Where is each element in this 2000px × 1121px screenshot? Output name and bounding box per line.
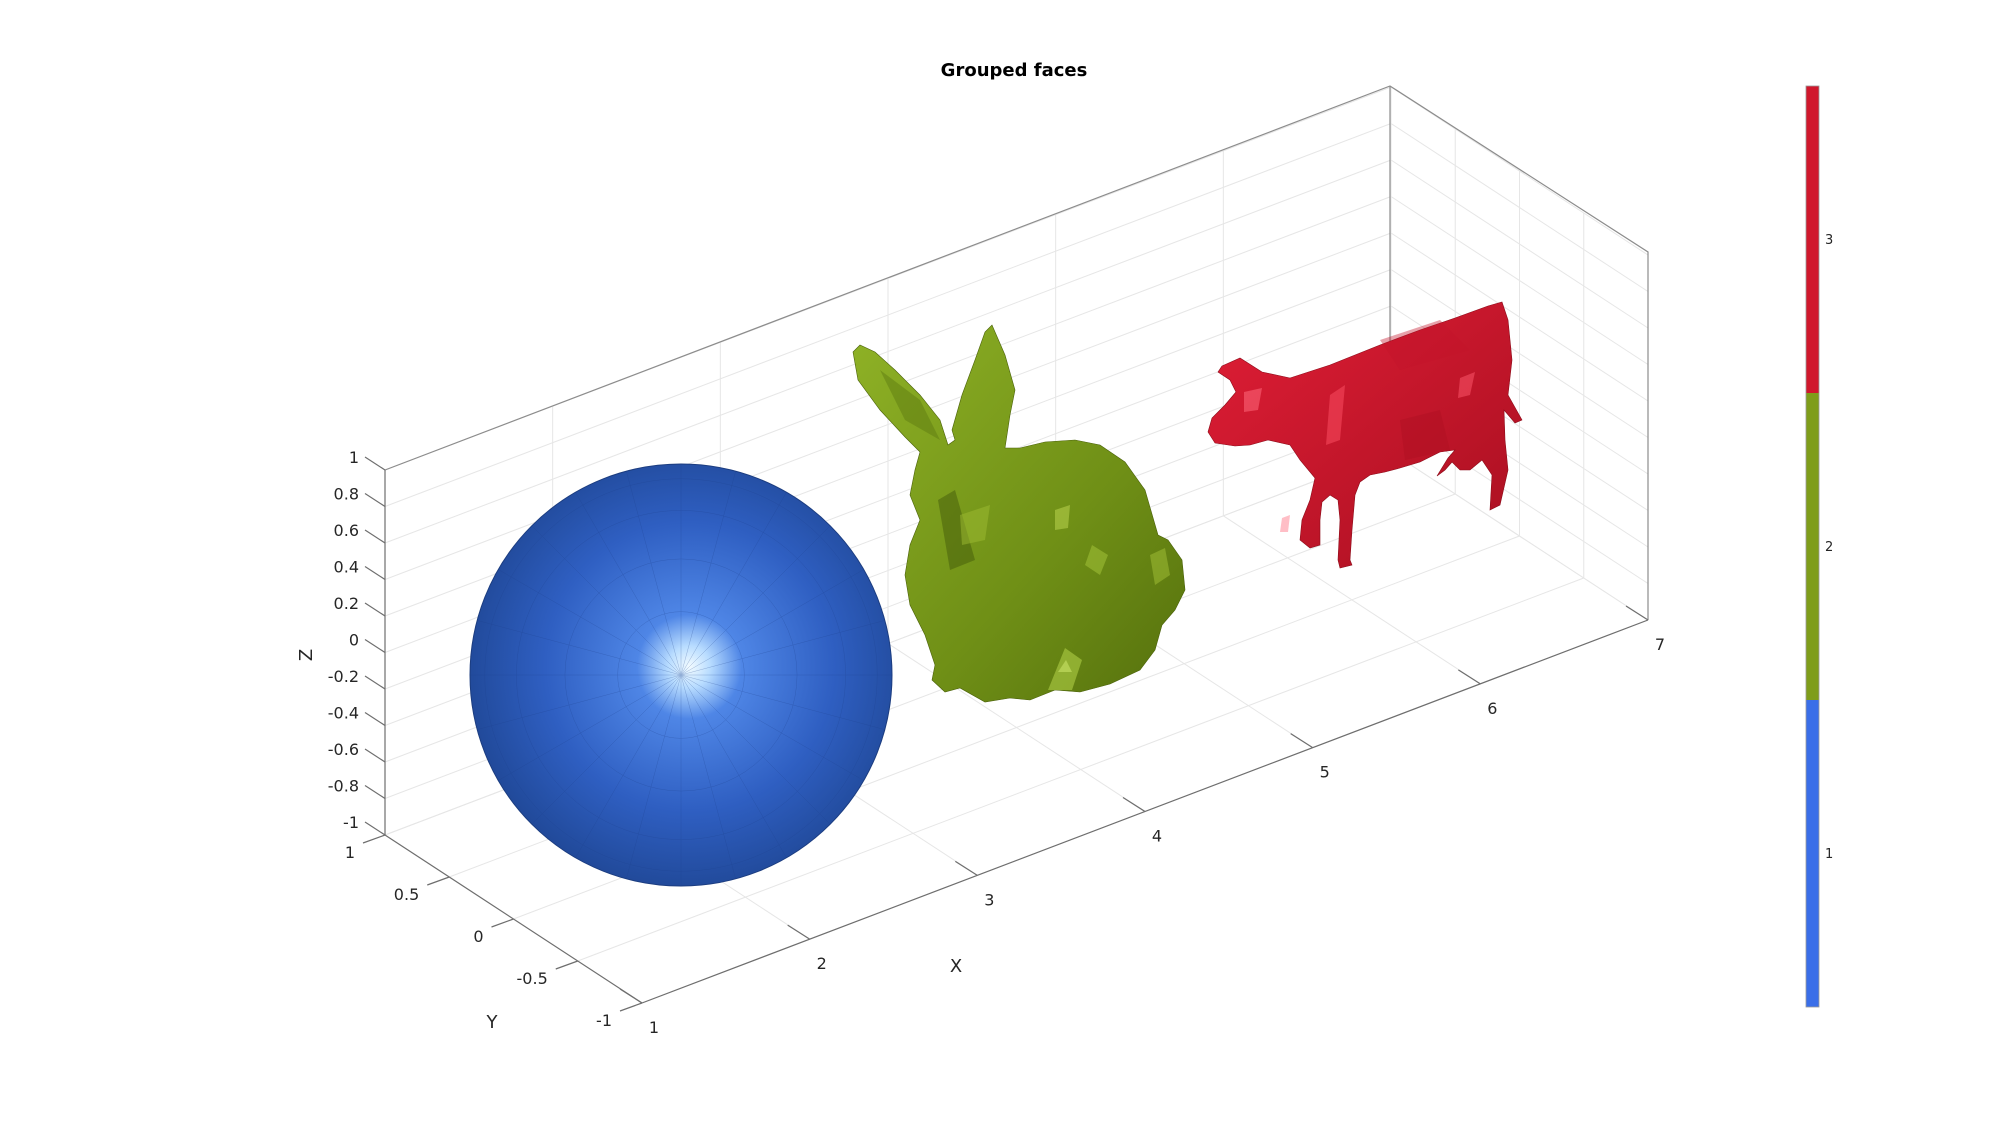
colorbar-tick-2: 2	[1825, 540, 1833, 555]
cow-mesh	[1207, 301, 1523, 569]
z-tick-mark	[364, 529, 386, 544]
x-tick-label: 6	[1487, 699, 1497, 718]
x-tick-mark	[955, 860, 978, 876]
x-tick-mark	[1290, 733, 1313, 749]
x-tick-label: 5	[1320, 763, 1330, 782]
z-tick-label: -1	[343, 813, 359, 832]
z-tick-label: -0.6	[328, 740, 359, 759]
colorbar-segment-3	[1806, 86, 1819, 393]
z-tick-mark	[364, 748, 386, 763]
x-tick-mark	[1625, 605, 1649, 621]
y-tick-mark	[619, 1002, 643, 1012]
colorbar-segment-1	[1806, 700, 1819, 1007]
z-tick-mark	[364, 565, 386, 581]
z-tick-mark	[364, 456, 386, 471]
y-tick-mark	[555, 960, 578, 970]
colorbar: 3 2 1	[1805, 85, 1833, 1008]
y-tick-label: -1	[596, 1011, 612, 1030]
x-axis-ticks: 1 2 3 4 5 6 7	[619, 605, 1665, 1037]
z-tick-label: 0.4	[334, 558, 359, 577]
z-tick-label: 0	[349, 631, 359, 650]
y-tick-mark	[491, 918, 514, 928]
x-tick-label: 7	[1655, 635, 1665, 654]
y-tick-label: 0.5	[394, 885, 419, 904]
x-tick-label: 4	[1152, 827, 1162, 846]
z-tick-label: 0.2	[334, 594, 359, 613]
z-tick-mark	[364, 784, 386, 800]
colorbar-tick-1: 1	[1825, 847, 1833, 862]
z-tick-mark	[364, 711, 386, 727]
z-tick-mark	[364, 638, 386, 654]
chart-title: Grouped faces	[941, 60, 1088, 81]
z-tick-label: -0.4	[328, 704, 359, 723]
z-tick-mark	[364, 602, 386, 617]
y-tick-label: -0.5	[517, 969, 548, 988]
x-tick-mark	[787, 924, 810, 940]
y-axis-label: Y	[486, 1012, 499, 1033]
z-tick-label: 0.6	[334, 521, 359, 540]
z-tick-mark	[364, 492, 386, 508]
x-tick-mark	[619, 988, 643, 1004]
sphere-facets	[470, 464, 892, 886]
z-tick-label: -0.2	[328, 667, 359, 686]
x-tick-label: 1	[649, 1018, 659, 1037]
z-tick-label: 1	[349, 448, 359, 467]
z-tick-label: 0.8	[334, 485, 359, 504]
z-axis-ticks: 1 0.8 0.6 0.4 0.2 0 -0.2 -0.4 -0.6 -0.8 -1	[328, 448, 386, 836]
z-tick-label: -0.8	[328, 777, 359, 796]
x-tick-mark	[1122, 796, 1146, 813]
x-tick-label: 3	[984, 890, 994, 909]
z-axis-label: Z	[296, 649, 317, 661]
y-tick-label: 0	[473, 927, 483, 946]
y-tick-mark	[427, 876, 450, 886]
z-tick-mark	[364, 821, 386, 836]
x-tick-label: 2	[817, 954, 827, 973]
x-axis-label: X	[950, 956, 962, 977]
bunny-mesh	[852, 324, 1186, 703]
y-tick-label: 1	[345, 843, 355, 862]
z-tick-mark	[364, 675, 386, 690]
colorbar-tick-3: 3	[1825, 233, 1833, 248]
y-axis-ticks: 1 0.5 0 -0.5 -1	[345, 834, 643, 1030]
colorbar-segment-2	[1806, 393, 1819, 700]
y-tick-mark	[362, 834, 386, 844]
sphere-mesh	[469, 463, 893, 887]
x-tick-mark	[1458, 669, 1481, 685]
